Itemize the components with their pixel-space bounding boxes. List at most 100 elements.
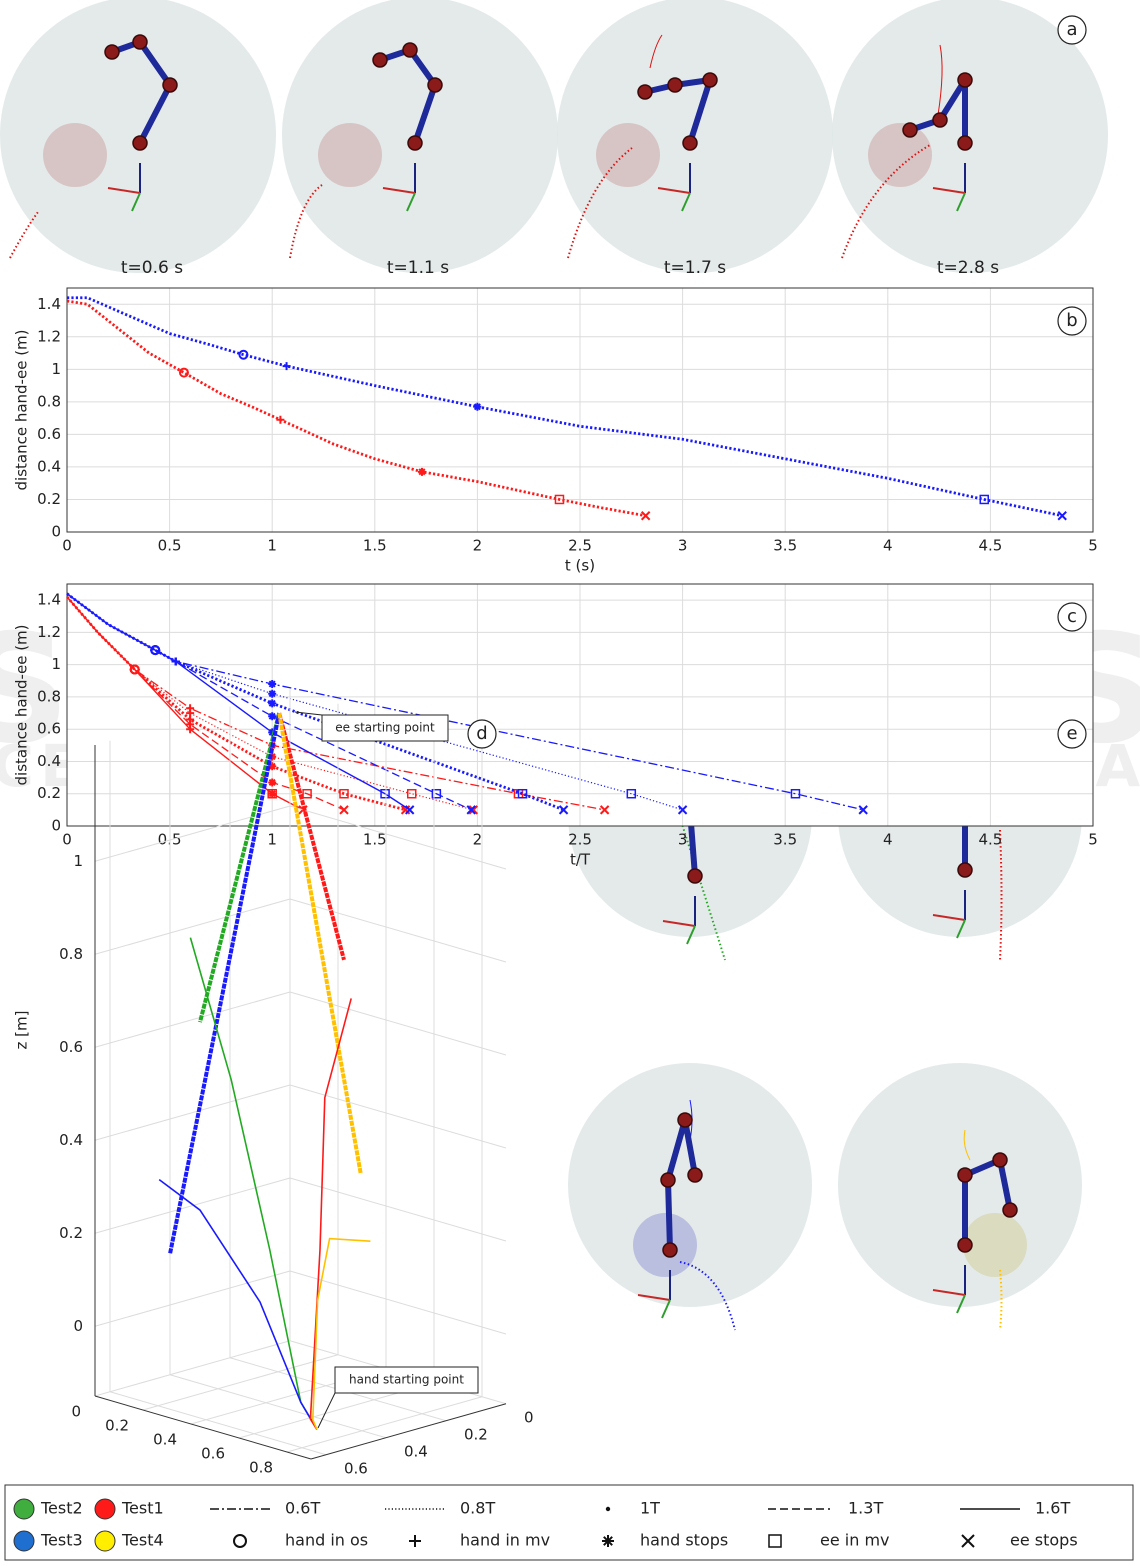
workspace-sphere: [568, 1063, 812, 1307]
y-tick-label: 1.2: [37, 327, 61, 345]
robot-joint: [958, 1168, 972, 1182]
y-tick-label: 0.8: [37, 392, 61, 410]
y-tick-label: 0.2: [37, 784, 61, 802]
marker: [268, 712, 276, 720]
robot-joint: [661, 1173, 675, 1187]
legend-label: ee stops: [1010, 1531, 1078, 1550]
x-tick-label: 0.4: [404, 1442, 428, 1460]
y-tick-label: 0.2: [37, 490, 61, 508]
x-tick-label: 2: [473, 537, 483, 555]
y-tick-label: 1: [51, 655, 61, 673]
legend-label: ee in mv: [820, 1531, 890, 1550]
robot-joint: [958, 136, 972, 150]
robot-joint: [403, 43, 417, 57]
robot-joint: [163, 78, 177, 92]
z-tick-label: 0.6: [59, 1038, 83, 1056]
marker: [268, 680, 276, 688]
x-tick-label: 4: [883, 831, 893, 849]
robot-joint: [688, 1168, 702, 1182]
y-tick-label: 1.2: [37, 623, 61, 641]
z-tick-label: 0.4: [59, 1131, 83, 1149]
y-tick-label: 0.4: [37, 457, 61, 475]
y-tick-label: 0: [51, 523, 61, 541]
marker: [268, 699, 276, 707]
y-tick-label: 0.4: [37, 752, 61, 770]
panel-label: b: [1066, 310, 1077, 331]
y-tick-label: 0.6: [201, 1445, 225, 1463]
x-tick-label: 2: [473, 831, 483, 849]
y-tick-label: 0.6: [37, 425, 61, 443]
y-tick-label: 0: [51, 817, 61, 835]
x-tick-label: 0.5: [158, 537, 182, 555]
obstacle-ball: [596, 123, 660, 187]
marker: [268, 690, 276, 698]
legend-swatch: [14, 1499, 34, 1519]
x-tick-label: 0.6: [344, 1459, 368, 1477]
y-tick-label: 0.8: [249, 1459, 273, 1477]
marker: [268, 778, 276, 786]
legend-label: 1T: [640, 1499, 660, 1518]
z-tick-label: 0.2: [59, 1224, 83, 1242]
z-axis-label: z [m]: [13, 1011, 31, 1050]
x-axis-label: t (s): [565, 557, 595, 575]
robot-joint: [933, 113, 947, 127]
scene-caption: t=1.1 s: [387, 258, 449, 278]
legend-swatch: [602, 1535, 614, 1547]
x-tick-label: 2.5: [568, 537, 592, 555]
robot-joint: [958, 863, 972, 877]
legend-swatch: [606, 1507, 610, 1511]
z-tick-label: 0.8: [59, 945, 83, 963]
y-axis-label: distance hand-ee (m): [13, 329, 31, 490]
y-tick-label: 0: [71, 1403, 81, 1421]
z-tick-label: 0: [73, 1317, 83, 1335]
robot-joint: [373, 53, 387, 67]
robot-joint: [408, 136, 422, 150]
panel-label: c: [1067, 606, 1077, 627]
robot-joint: [668, 78, 682, 92]
robot-joint: [958, 1238, 972, 1252]
scene-caption: t=2.8 s: [937, 258, 999, 278]
z-tick-label: 1: [73, 852, 83, 870]
x-axis-label: t/T: [570, 851, 591, 869]
legend-label: 1.6T: [1035, 1499, 1070, 1518]
x-tick-label: 4.5: [978, 831, 1002, 849]
workspace-sphere: [838, 1063, 1082, 1307]
robot-joint: [1003, 1203, 1017, 1217]
annotation: hand starting point: [349, 1373, 464, 1387]
x-tick-label: 1: [267, 831, 277, 849]
x-tick-label: 5: [1088, 831, 1098, 849]
scene-caption: t=0.6 s: [121, 258, 183, 278]
y-tick-label: 0.2: [105, 1417, 129, 1435]
robot-joint: [133, 35, 147, 49]
x-tick-label: 0: [62, 831, 72, 849]
robot-joint: [703, 73, 717, 87]
scene-caption: t=1.7 s: [664, 258, 726, 278]
y-tick-label: 1.4: [37, 295, 61, 313]
marker: [473, 403, 481, 411]
obstacle-ball: [318, 123, 382, 187]
x-tick-label: 4: [883, 537, 893, 555]
obstacle-ball: [43, 123, 107, 187]
robot-joint: [678, 1113, 692, 1127]
x-tick-label: 1.5: [363, 537, 387, 555]
x-tick-label: 5: [1088, 537, 1098, 555]
legend-swatch: [95, 1531, 115, 1551]
x-tick-label: 0: [524, 1408, 534, 1426]
x-tick-label: 0: [62, 537, 72, 555]
legend-label: hand in os: [285, 1531, 368, 1550]
legend-box: [5, 1485, 1133, 1560]
obstacle-ball: [868, 123, 932, 187]
panel-label: a: [1066, 19, 1077, 40]
panel-label: e: [1066, 723, 1077, 744]
robot-joint: [683, 136, 697, 150]
x-tick-label: 3: [678, 537, 688, 555]
robot-joint: [133, 136, 147, 150]
robot-joint: [903, 123, 917, 137]
y-tick-label: 0.6: [37, 720, 61, 738]
figure: SCITEPRESSSCIENCE AND TECHNOLOGY PUBLICA…: [0, 0, 1140, 1566]
y-tick-label: 1: [51, 360, 61, 378]
legend-label: 1.3T: [848, 1499, 883, 1518]
y-tick-label: 0.4: [153, 1431, 177, 1449]
robot-joint: [663, 1243, 677, 1257]
legend-label: Test3: [40, 1531, 83, 1550]
